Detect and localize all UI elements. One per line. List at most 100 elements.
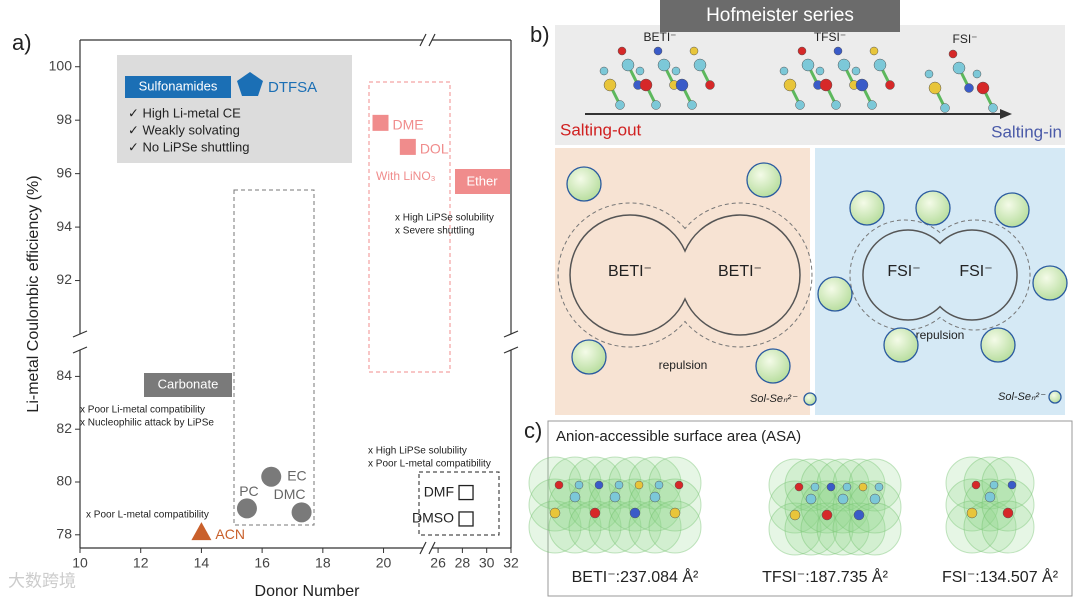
fsi-panel: [815, 148, 1065, 415]
species: Sol-Seₙ²⁻: [998, 391, 1046, 403]
atom: [639, 78, 653, 92]
right-label: Salting-in: [991, 122, 1062, 141]
sphere: [746, 162, 782, 198]
x-tick-label: 26: [430, 555, 446, 571]
tag-box: [125, 76, 231, 98]
note: x Poor L-metal compatibility: [368, 459, 491, 470]
sphere: [994, 192, 1030, 228]
surface: [588, 478, 642, 532]
note: x Poor L-metal compatibility: [86, 510, 209, 521]
surface: [800, 502, 854, 556]
sphere: [980, 327, 1016, 363]
surface: [800, 480, 854, 534]
atom: [988, 103, 998, 113]
point-label: DMF: [424, 483, 454, 499]
atom: [797, 46, 807, 56]
surface: [832, 480, 886, 534]
surface: [768, 502, 822, 556]
atom: [952, 61, 966, 75]
point: [191, 522, 212, 541]
atom: [621, 58, 635, 72]
arrow-head: [1000, 109, 1012, 119]
surface: [945, 478, 999, 532]
tag: Sulfonamides: [139, 78, 218, 93]
surface: [528, 500, 582, 554]
surface: [768, 480, 822, 534]
point-label: DMSO: [412, 510, 454, 526]
atom: [649, 491, 661, 503]
panel-title: Anion-accessible surface area (ASA): [556, 428, 801, 445]
y-tick-label: 84: [56, 367, 72, 383]
atom: [948, 49, 958, 59]
anion-label: BETI⁻: [718, 263, 762, 280]
surface: [648, 500, 702, 554]
atom: [674, 480, 684, 490]
atom: [858, 482, 868, 492]
atom: [819, 78, 833, 92]
break-mark: [419, 33, 427, 47]
y-tick-label: 98: [56, 111, 72, 127]
pentagon-marker: [237, 72, 263, 96]
surface: [945, 500, 999, 554]
atom: [635, 66, 645, 76]
sphere: [566, 166, 602, 202]
y-tick-label: 78: [56, 526, 72, 542]
note: ✓ No LiPSe shuttling: [128, 139, 249, 154]
surface: [568, 478, 622, 532]
atom: [609, 491, 621, 503]
asa-label: FSI⁻:134.507 Å²: [942, 567, 1059, 586]
y-tick-label: 92: [56, 271, 72, 287]
atom: [853, 509, 865, 521]
fsi-shell: [849, 219, 1031, 331]
atom: [940, 103, 950, 113]
break-mark: [419, 541, 427, 555]
atom: [842, 482, 852, 492]
atom: [614, 480, 624, 490]
sphere: [571, 339, 607, 375]
tag: Ether: [466, 173, 498, 188]
atom: [657, 58, 671, 72]
note: x Nucleophilic attack by LiPSe: [80, 418, 214, 429]
surface: [981, 478, 1035, 532]
atom: [971, 480, 981, 490]
atom: [837, 493, 849, 505]
anion-label: FSI⁻: [952, 32, 977, 46]
anion-label: TFSI⁻: [814, 30, 846, 44]
point: [372, 114, 389, 131]
atom: [549, 507, 561, 519]
atom: [964, 83, 974, 93]
atom: [689, 46, 699, 56]
x-tick-label: 12: [133, 555, 149, 571]
sulfoxide-region: [418, 471, 500, 536]
surface: [608, 500, 662, 554]
panel-label: c): [524, 418, 542, 443]
molecules: [599, 46, 998, 113]
surface: [963, 478, 1017, 532]
note: x High LiPSe solubility: [395, 213, 494, 224]
atom: [671, 66, 681, 76]
atom: [821, 509, 833, 521]
point: [261, 466, 282, 487]
atom: [617, 46, 627, 56]
note: x Severe shuttling: [395, 226, 475, 237]
x-tick-label: 30: [479, 555, 495, 571]
atom: [615, 100, 625, 110]
y-tick-label: 100: [49, 57, 73, 73]
surface: [848, 480, 902, 534]
atom: [869, 46, 879, 56]
atom: [669, 507, 681, 519]
atom: [924, 69, 934, 79]
atom: [837, 58, 851, 72]
break-mark: [428, 33, 436, 47]
panel-label: b): [530, 22, 550, 47]
sphere: [817, 276, 853, 312]
atom: [831, 100, 841, 110]
atom: [574, 480, 584, 490]
atom: [966, 507, 978, 519]
break-mark: [72, 330, 88, 338]
atom: [984, 491, 996, 503]
surface: [981, 500, 1035, 554]
point: [236, 498, 257, 519]
surface: [648, 478, 702, 532]
